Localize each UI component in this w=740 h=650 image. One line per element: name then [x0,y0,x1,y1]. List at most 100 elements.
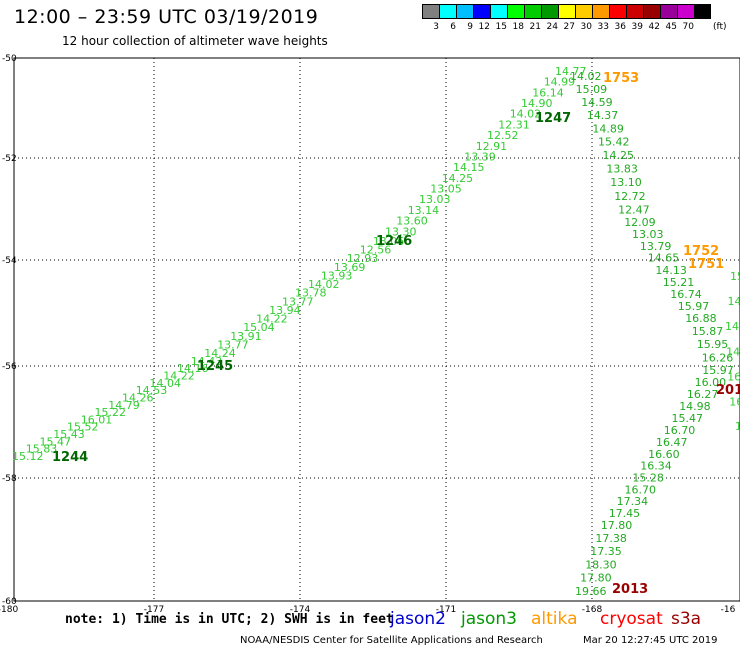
swh-value: 14.25 [442,172,474,185]
swh-value: 15.09 [576,83,608,96]
swh-value: 16.70 [664,424,696,437]
legend-swatch [456,4,473,19]
satellite-name-s3a: s3a [671,609,702,629]
swh-value: 16.01 [81,413,113,426]
legend-label: 42 [648,22,660,32]
legend-label: 39 [631,22,643,32]
swh-value: 15.47 [40,435,72,448]
swh-value: 16.27 [687,388,719,401]
lat-label: -52 [2,154,17,164]
legend-label: 9 [467,22,473,32]
swh-value: 14.04 [150,377,182,390]
pass-id-label: 1245 [197,359,233,374]
swh-value: 14.98 [679,400,711,413]
legend-labels: 3 6 9 12 15 18 21 24 27 30 33 36 39 42 45 70 [422,22,711,32]
swh-value: 15.42 [598,135,630,148]
legend-swatch [575,4,592,19]
swh-value: 15.52 [67,421,99,434]
swh-value: 13.83 [606,163,638,176]
swh-value: 14.89 [592,122,624,135]
lon-label: -177 [144,605,164,615]
pass-id-label: 1246 [376,234,412,249]
swh-value: 13.69 [334,261,366,274]
satellite-name-altika: altika [531,609,578,629]
swh-value: 14.25 [603,149,635,162]
legend-swatch [558,4,575,19]
legend-swatch [541,4,558,19]
lat-label: -54 [2,256,17,266]
swh-value: 12.72 [614,190,646,203]
legend-label: 30 [580,22,592,32]
satellite-name-jason2: jason2 [390,609,446,629]
color-legend: 3 6 9 12 15 18 21 24 27 30 33 36 39 42 45 70 (ft) [422,4,727,32]
lon-label: -168 [582,605,603,615]
legend-label: 15 [495,22,507,32]
swh-value: 13.39 [464,151,496,164]
swh-value: 14.02 [570,70,602,83]
swh-value: 14.99 [544,76,576,89]
swh-value: 13.93 [321,269,353,282]
lat-label: -58 [2,474,17,484]
pass-id-label: 1752 [683,244,719,259]
axis-labels: -50 -52 -54 -56 -58 -60-180 -177 -174 -171 -168 -1… [0,54,736,615]
swh-value: 12.93 [347,252,379,265]
legend-swatch [660,4,677,19]
swh-value: 14.24 [204,347,236,360]
note-text: note: 1) Time is in UTC; 2) SWH is in fe… [65,612,394,627]
satellite-name-jason3: jason3 [461,609,517,629]
swh-value: 14.43 [191,355,223,368]
swh-value: 13.03 [419,193,451,206]
swh-value: 13.77 [282,295,314,308]
swh-value: 15.95 [697,338,729,351]
swh-value: 19.66 [575,585,607,598]
satellite-name-cryosat: cryosat [600,609,663,629]
lat-label: -60 [2,597,17,607]
legend-label: 21 [529,22,541,32]
swh-value: 12.09 [624,216,656,229]
legend-swatch [694,4,711,19]
swh-value: 15.28 [632,471,664,484]
swh-value: 15.97 [702,364,734,377]
swh-value: 12.56 [360,244,392,257]
swh-value: 14.15 [453,161,485,174]
swh-value: 17.34 [617,495,649,508]
credit-text: NOAA/NESDIS Center for Satellite Applica… [240,635,543,646]
map-subtitle: 12 hour collection of altimeter wave hei… [62,34,328,48]
swh-value: 16.47 [656,436,688,449]
legend-swatch [677,4,694,19]
legend-label: 45 [665,22,677,32]
swh-value: 14.02 [308,278,340,291]
swh-value: 14.16 [177,362,209,375]
swh-value: 13.94 [269,304,301,317]
swh-value: 12.31 [498,118,530,131]
swh-value: 14.59 [581,96,613,109]
legend-label: 27 [563,22,575,32]
pass-id-label: 1244 [52,450,88,465]
swh-value: 16.00 [695,376,727,389]
swh-value: 13.10 [610,176,642,189]
pass-id-label: 1753 [603,71,639,86]
swh-value: 12.91 [476,140,508,153]
swh-value: 15.21 [663,276,695,289]
swh-value: 17.45 [609,507,641,520]
swh-value: 15.87 [692,325,724,338]
swh-value: 16.14 [532,86,564,99]
swh-value: 15.83 [26,443,58,456]
swh-value: 17.80 [601,519,633,532]
swh-value: 15.43 [53,428,85,441]
swh-value: 16.2 [727,371,740,384]
legend-swatch [473,4,490,19]
graticule [14,58,740,601]
swh-value: 14.37 [587,109,619,122]
lat-label: -50 [2,54,17,64]
legend-label: 70 [682,22,694,32]
lon-label: -174 [290,605,311,615]
pass-id-label: 2013 [612,582,648,597]
swh-value: 13.14 [408,204,440,217]
swh-value: 14.38 [725,320,740,333]
swh-value: 13.77 [217,339,249,352]
swh-value: 14.02 [510,108,542,121]
lon-label: -16 [721,605,736,615]
